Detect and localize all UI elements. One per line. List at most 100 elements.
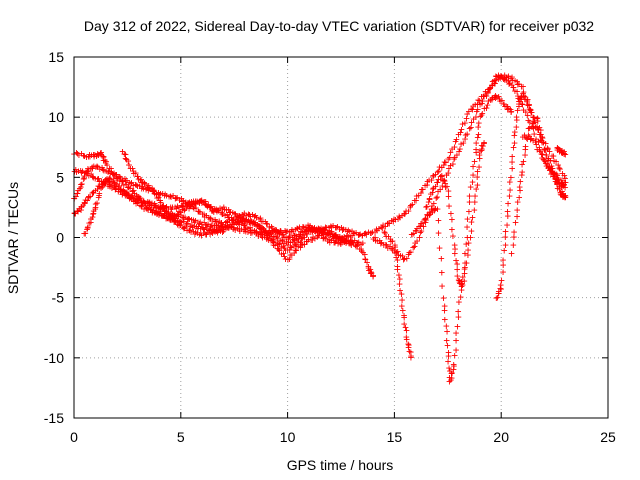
data-point: + [429,205,436,218]
data-point: + [272,239,279,252]
data-point: + [465,237,472,250]
data-point: + [157,202,164,215]
data-point: + [501,72,508,85]
data-point: + [154,207,161,220]
data-point: + [318,226,325,239]
data-point: + [304,235,311,248]
data-point: + [229,214,236,227]
data-point: + [560,187,567,200]
data-point: + [237,214,244,227]
data-point: + [220,208,227,221]
data-point: + [164,211,171,224]
data-point: + [383,239,390,252]
data-point: + [524,133,531,146]
data-point: + [378,236,385,249]
data-point: + [119,145,126,158]
data-point: + [477,98,484,111]
data-point: + [539,136,546,149]
data-point: + [264,229,271,242]
data-point: + [513,120,520,133]
data-point: + [236,209,243,222]
data-point: + [444,339,451,352]
data-point: + [301,238,308,251]
data-point: + [307,225,314,238]
data-point: + [188,200,195,213]
data-point: + [252,216,259,229]
data-point: + [394,260,401,273]
data-point: + [318,226,325,239]
data-point: + [150,205,157,218]
data-point: + [161,204,168,217]
data-point: + [423,213,430,226]
data-point: + [158,209,165,222]
data-point: + [439,280,446,293]
data-point: + [73,190,80,203]
data-point: + [134,196,141,209]
data-point: + [297,241,304,254]
data-point: + [479,97,486,110]
data-point: + [188,213,195,226]
data-point: + [447,146,454,159]
data-point: + [179,203,186,216]
data-point: + [491,77,498,90]
data-point: + [383,230,390,243]
data-point: + [528,106,535,119]
data-point: + [224,219,231,232]
data-point: + [169,213,176,226]
data-point: + [369,226,376,239]
data-point: + [100,176,107,189]
data-point: + [307,219,314,232]
data-point: + [86,148,93,161]
data-point: + [418,187,425,200]
data-point: + [308,223,315,236]
data-point: + [322,232,329,245]
data-point: + [204,225,211,238]
data-point: + [516,181,523,194]
data-point: + [445,346,452,359]
data-point: + [408,351,415,364]
data-point: + [358,238,365,251]
data-point: + [252,209,259,222]
data-point: + [513,110,520,123]
data-point: + [169,212,176,225]
data-point: + [559,190,566,203]
data-point: + [545,152,552,165]
data-point: + [396,210,403,223]
data-point: + [187,199,194,212]
data-point: + [475,128,482,141]
data-point: + [481,90,488,103]
data-point: + [243,209,250,222]
data-point: + [297,225,304,238]
data-point: + [368,227,375,240]
data-point: + [253,225,260,238]
data-point: + [448,372,455,385]
data-point: + [545,142,552,155]
data-point: + [315,229,322,242]
data-point: + [196,195,203,208]
data-point: + [503,71,510,84]
data-point: + [107,167,114,180]
data-point: + [474,98,481,111]
data-point: + [105,165,112,178]
data-point: + [132,192,139,205]
data-point: + [270,230,277,243]
data-point: + [528,132,535,145]
data-point: + [378,220,385,233]
data-point: + [263,229,270,242]
data-point: + [319,227,326,240]
data-point: + [125,181,132,194]
data-point: + [90,185,97,198]
data-point: + [163,205,170,218]
data-point: + [328,225,335,238]
data-point: + [92,172,99,185]
data-point: + [469,175,476,188]
data-point: + [130,184,137,197]
data-point: + [87,162,94,175]
data-point: + [546,145,553,158]
data-point: + [514,104,521,117]
data-point: + [438,170,445,183]
data-point: + [134,180,141,193]
data-point: + [346,237,353,250]
data-point: + [441,313,448,326]
data-point: + [331,228,338,241]
